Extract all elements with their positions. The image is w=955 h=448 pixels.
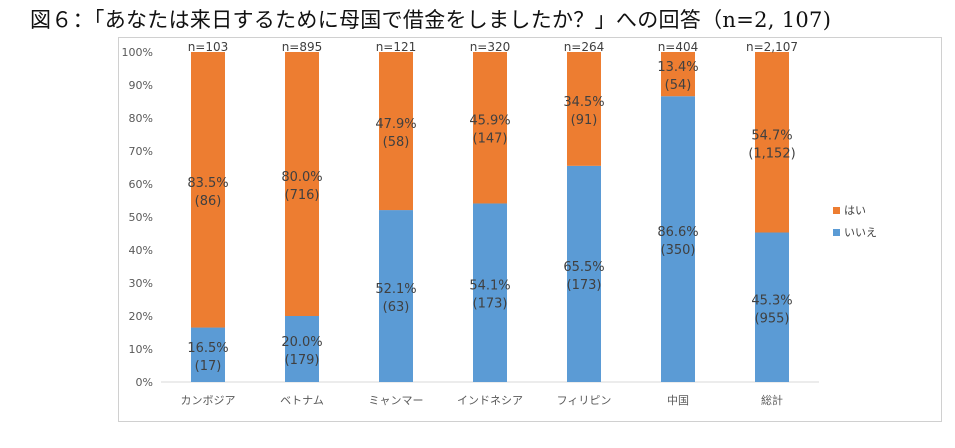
figure-title: 図６：「あなたは来日するために母国で借金をしましたか？」への回答（n=2, 10… bbox=[30, 8, 832, 32]
bar-segment-yes bbox=[661, 52, 695, 97]
legend-label: いいえ bbox=[844, 226, 877, 239]
bar-segment-no bbox=[285, 316, 319, 382]
y-tick-label: 40% bbox=[129, 244, 153, 257]
bar-segment-yes bbox=[191, 52, 225, 328]
data-label-count: (54) bbox=[665, 78, 692, 93]
bar-segment-no bbox=[191, 327, 225, 382]
data-label-count: (1,152) bbox=[748, 146, 795, 161]
sample-size-label: n=103 bbox=[188, 40, 229, 54]
y-tick-label: 30% bbox=[129, 277, 153, 290]
bar-segment-no bbox=[755, 232, 789, 382]
data-label-count: (91) bbox=[571, 113, 598, 128]
x-tick-label: カンボジア bbox=[181, 394, 236, 407]
data-label-percent: 13.4% bbox=[657, 60, 698, 75]
y-tick-label: 90% bbox=[129, 79, 153, 92]
data-label-count: (17) bbox=[195, 359, 222, 374]
data-label-count: (716) bbox=[285, 188, 320, 203]
data-label-count: (58) bbox=[383, 135, 410, 150]
sample-size-label: n=320 bbox=[470, 40, 511, 54]
data-label-count: (179) bbox=[285, 353, 320, 368]
bar-segment-yes bbox=[755, 52, 789, 233]
data-label-percent: 83.5% bbox=[187, 176, 228, 191]
bar-segment-yes bbox=[285, 52, 319, 316]
data-label-percent: 80.0% bbox=[281, 170, 322, 185]
data-label-count: (147) bbox=[473, 132, 508, 147]
legend-label: はい bbox=[844, 204, 866, 217]
x-tick-label: インドネシア bbox=[457, 394, 523, 407]
bar-segment-no bbox=[661, 96, 695, 382]
y-tick-label: 10% bbox=[129, 343, 153, 356]
bar-segment-yes bbox=[567, 52, 601, 166]
y-tick-label: 50% bbox=[129, 211, 153, 224]
x-tick-label: 中国 bbox=[667, 394, 689, 407]
sample-size-label: n=264 bbox=[564, 40, 605, 54]
y-tick-label: 70% bbox=[129, 145, 153, 158]
bar-segment-yes bbox=[473, 52, 507, 204]
legend-swatch bbox=[833, 207, 840, 214]
data-label-count: (350) bbox=[661, 243, 696, 258]
data-label-count: (86) bbox=[195, 194, 222, 209]
x-tick-label: ミャンマー bbox=[369, 394, 424, 407]
data-label-percent: 20.0% bbox=[281, 335, 322, 350]
bar-segment-no bbox=[473, 203, 507, 382]
data-label-percent: 54.7% bbox=[751, 128, 792, 143]
data-label-percent: 65.5% bbox=[563, 260, 604, 275]
stacked-bar-chart: 0% 10% 20% 30% 40% 50% 60% 70% 80% 90% 100% 16.5% (1… bbox=[122, 40, 877, 407]
sample-size-label: n=895 bbox=[282, 40, 323, 54]
data-label-percent: 45.9% bbox=[469, 114, 510, 129]
y-tick-label: 20% bbox=[129, 310, 153, 323]
data-label-percent: 52.1% bbox=[375, 282, 416, 297]
data-label-percent: 16.5% bbox=[187, 341, 228, 356]
y-tick-label: 60% bbox=[129, 178, 153, 191]
y-tick-label: 100% bbox=[122, 46, 153, 59]
data-label-count: (955) bbox=[755, 311, 790, 326]
legend-swatch bbox=[833, 229, 840, 236]
data-label-percent: 34.5% bbox=[563, 95, 604, 110]
data-label-percent: 86.6% bbox=[657, 225, 698, 240]
sample-size-label: n=2,107 bbox=[746, 40, 798, 54]
x-tick-label: ベトナム bbox=[280, 394, 324, 407]
sample-size-label: n=404 bbox=[658, 40, 699, 54]
data-label-percent: 47.9% bbox=[375, 117, 416, 132]
data-label-percent: 45.3% bbox=[751, 293, 792, 308]
data-label-count: (173) bbox=[473, 297, 508, 312]
bar-segment-no bbox=[567, 165, 601, 382]
x-tick-label: 総計 bbox=[761, 393, 783, 407]
x-tick-label: フィリピン bbox=[557, 394, 612, 407]
data-label-count: (63) bbox=[383, 300, 410, 315]
data-label-count: (173) bbox=[567, 278, 602, 293]
y-tick-label: 0% bbox=[136, 376, 153, 389]
bar-segment-yes bbox=[379, 52, 413, 211]
sample-size-label: n=121 bbox=[376, 40, 417, 54]
chart-area: 0% 10% 20% 30% 40% 50% 60% 70% 80% 90% 100% 16.5% (1… bbox=[118, 37, 942, 422]
bar-segment-no bbox=[379, 210, 413, 382]
data-label-percent: 54.1% bbox=[469, 279, 510, 294]
y-tick-label: 80% bbox=[129, 112, 153, 125]
